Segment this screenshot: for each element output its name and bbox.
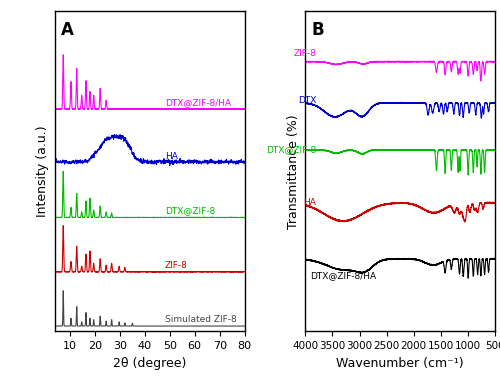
Y-axis label: Transmittance (%): Transmittance (%): [287, 114, 300, 229]
X-axis label: Wavenumber (cm⁻¹): Wavenumber (cm⁻¹): [336, 357, 464, 370]
Text: HA: HA: [165, 152, 177, 161]
Text: ZIF-8: ZIF-8: [294, 49, 316, 58]
Text: HA: HA: [304, 198, 316, 207]
Text: DTX@ZIF-8/HA: DTX@ZIF-8/HA: [310, 271, 376, 280]
Text: A: A: [60, 21, 74, 39]
Text: Simulated ZIF-8: Simulated ZIF-8: [165, 315, 236, 324]
Text: DTX@ZIF-8: DTX@ZIF-8: [165, 207, 215, 215]
Text: DTX: DTX: [298, 96, 316, 104]
Y-axis label: Intensity (a.u.): Intensity (a.u.): [36, 126, 50, 217]
Text: B: B: [311, 21, 324, 39]
Text: DTX@ZIF-8: DTX@ZIF-8: [266, 145, 316, 154]
Text: ZIF-8: ZIF-8: [165, 261, 188, 270]
X-axis label: 2θ (degree): 2θ (degree): [113, 357, 186, 370]
Text: DTX@ZIF-8/HA: DTX@ZIF-8/HA: [165, 98, 231, 107]
